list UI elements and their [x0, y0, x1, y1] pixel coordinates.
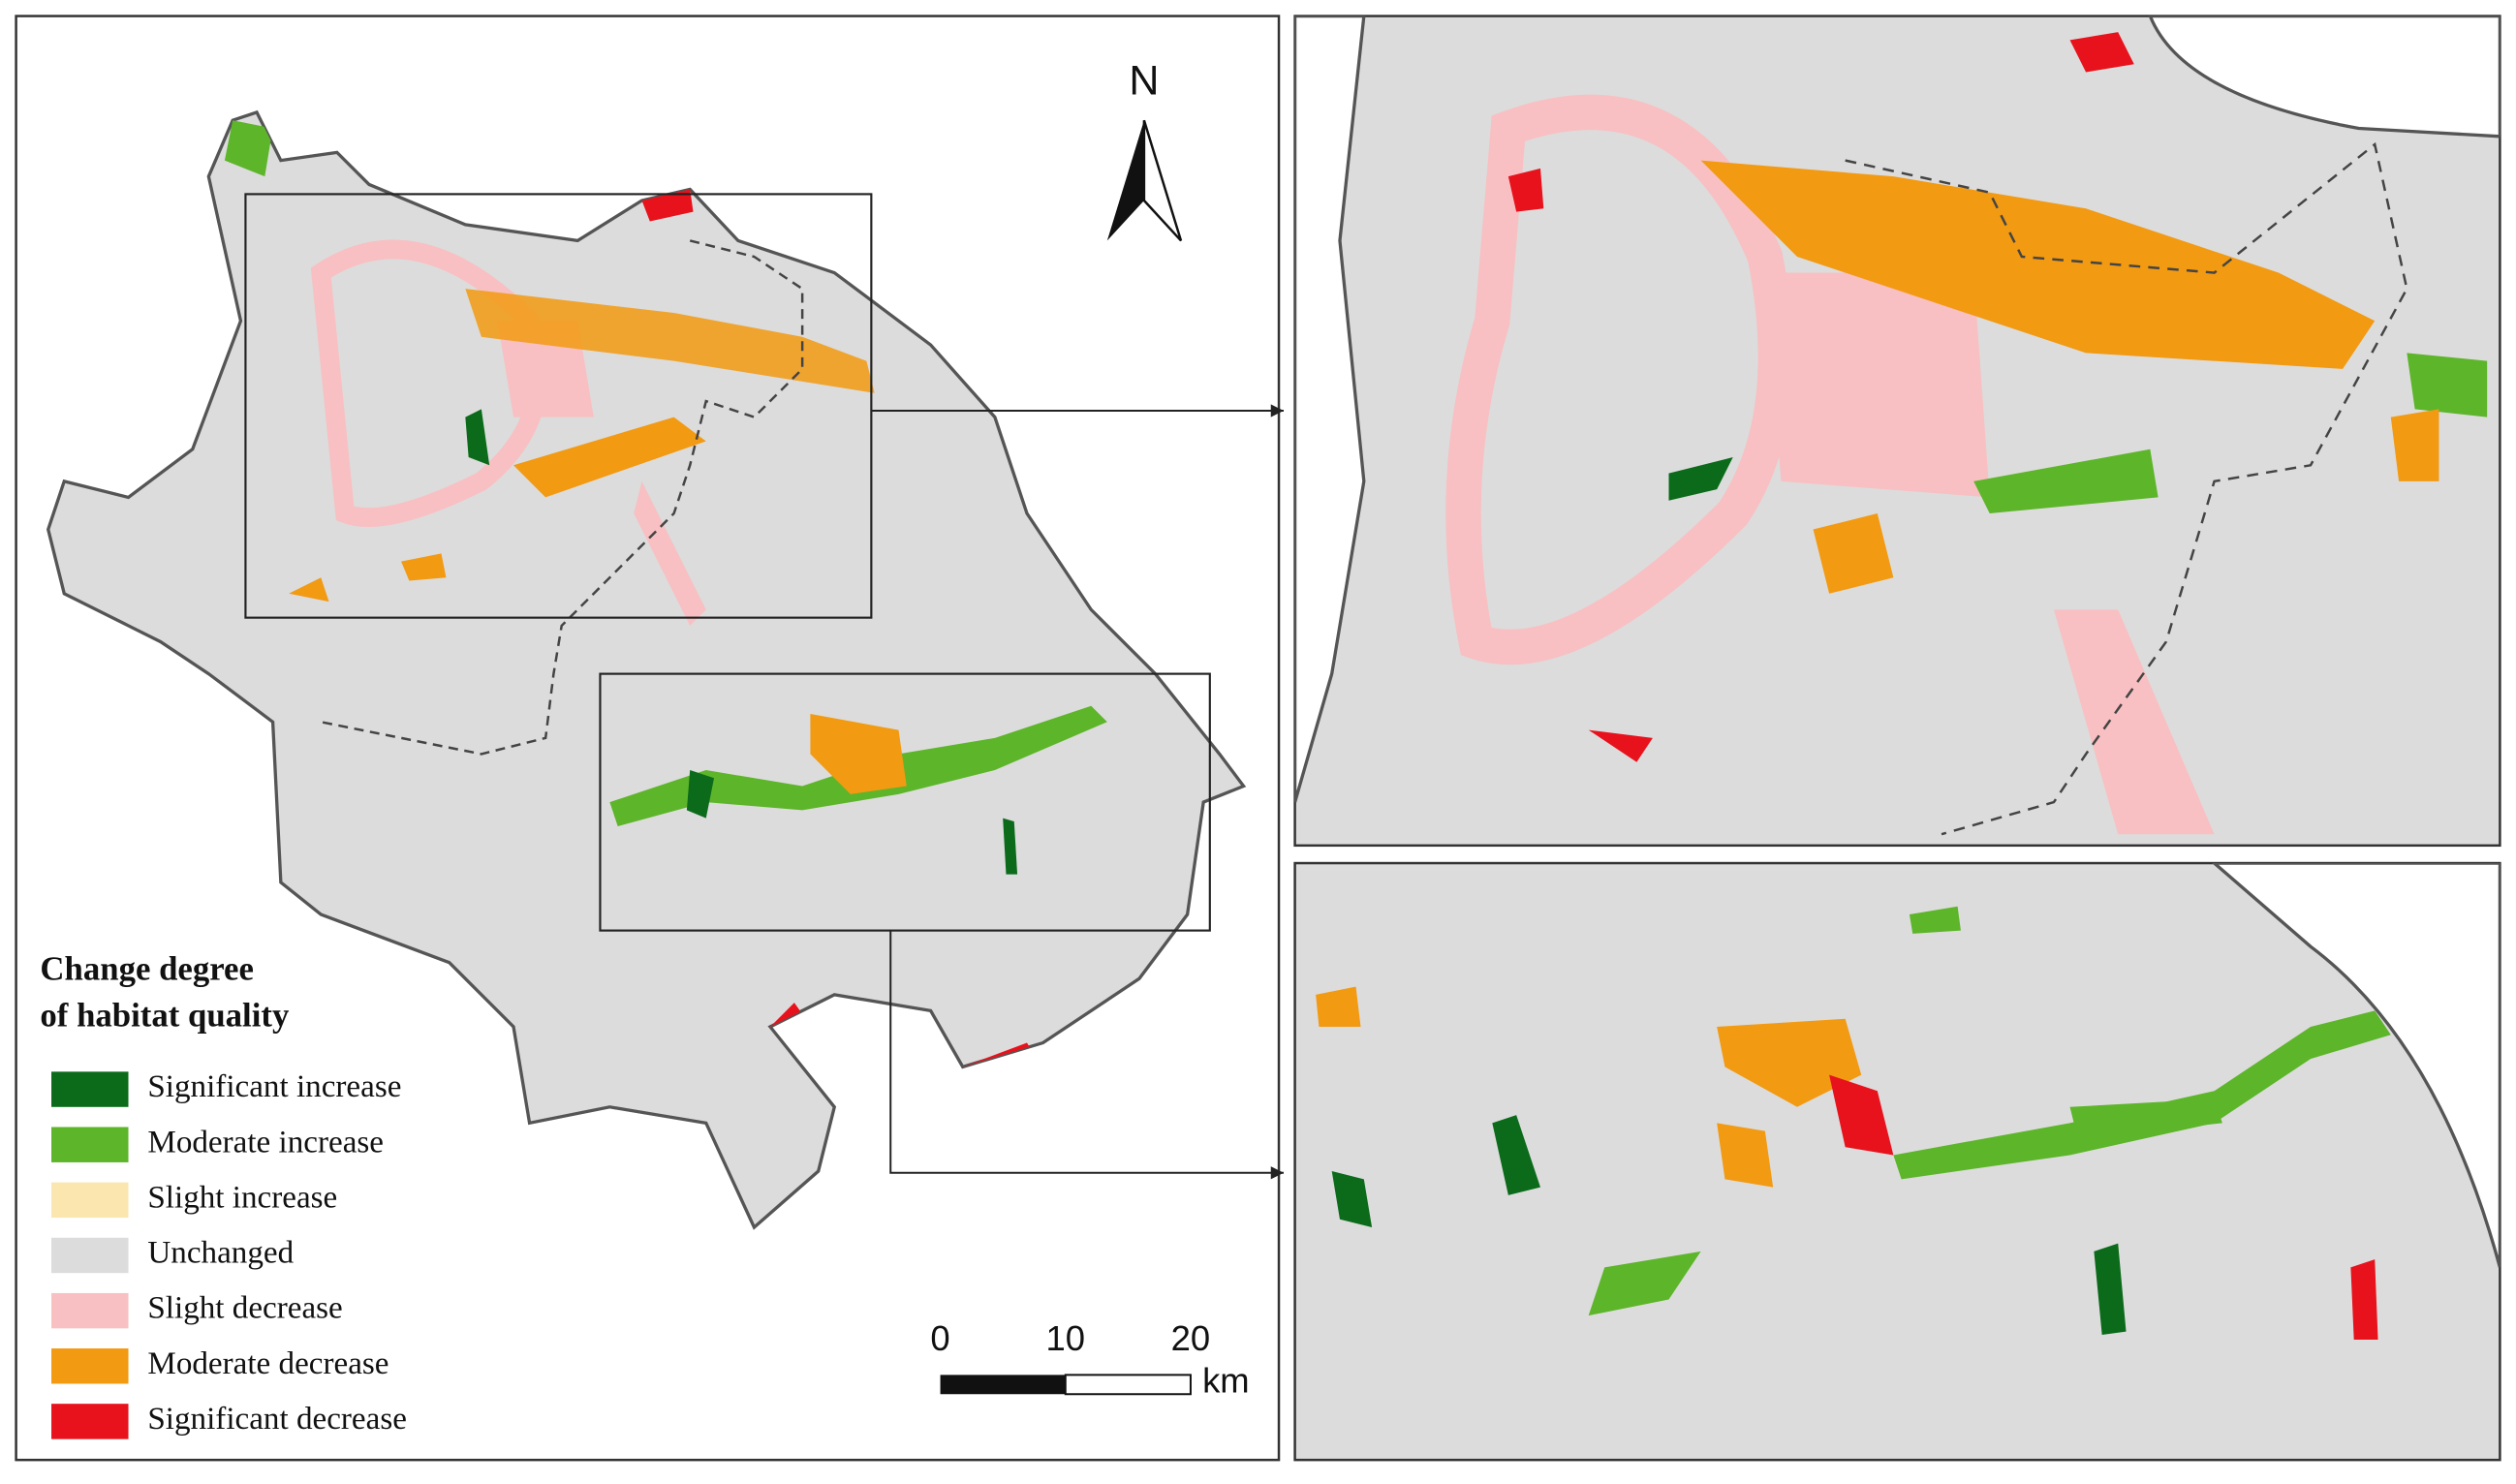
legend-swatch	[51, 1237, 129, 1274]
scale-tick-label: 10	[1045, 1318, 1085, 1358]
legend-label: Moderate increase	[147, 1124, 384, 1159]
inset-north	[1293, 15, 2501, 848]
legend-swatch	[51, 1182, 129, 1219]
legend-swatch	[51, 1292, 129, 1329]
legend: Change degree of habitat quality Signifi…	[40, 950, 407, 1439]
legend-label: Moderate decrease	[147, 1345, 388, 1381]
north-label: N	[1129, 57, 1159, 104]
scale-bar: km 0 10 20	[930, 1318, 1249, 1400]
inset-south	[1293, 861, 2501, 1462]
legend-label: Unchanged	[147, 1235, 294, 1271]
legend-label: Slight decrease	[147, 1290, 342, 1326]
main-map	[47, 110, 1284, 1229]
legend-label: Significant decrease	[147, 1401, 407, 1437]
legend-swatch	[51, 1404, 129, 1439]
legend-label: Slight increase	[147, 1179, 337, 1215]
legend-swatch	[51, 1071, 129, 1107]
legend-label: Significant increase	[147, 1068, 401, 1104]
legend-swatch	[51, 1127, 129, 1162]
legend-title: of habitat quality	[40, 997, 290, 1035]
legend-title: Change degree	[40, 950, 253, 988]
main-map-patches	[224, 120, 1107, 1075]
scale-unit: km	[1202, 1360, 1250, 1400]
scale-tick-label: 20	[1171, 1318, 1211, 1358]
scale-tick-label: 0	[930, 1318, 949, 1358]
legend-swatch	[51, 1348, 129, 1384]
